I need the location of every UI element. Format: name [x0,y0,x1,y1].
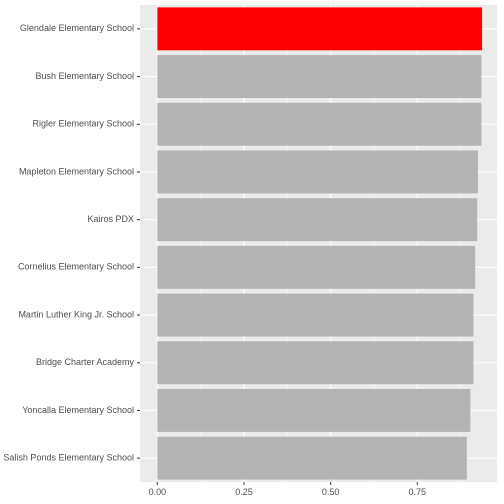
x-tick-label: 0.75 [409,487,427,497]
x-tick-label: 0.25 [235,487,253,497]
bar [157,7,483,51]
y-tick-label: Kairos PDX [87,214,134,224]
y-tick-label: Bush Elementary School [35,71,134,81]
y-tick-label: Salish Ponds Elementary School [3,453,134,463]
bars [157,7,483,480]
y-axis: Glendale Elementary School Bush Elementar… [3,23,140,463]
y-tick-label: Rigler Elementary School [32,119,134,129]
bar [157,436,467,480]
x-tick-label: 0.50 [322,487,340,497]
y-tick-label: Glendale Elementary School [20,23,134,33]
y-tick-label: Cornelius Elementary School [18,262,134,272]
bar [157,341,474,385]
bar [157,150,478,194]
y-tick-label: Martin Luther King Jr. School [18,309,134,319]
y-tick-label: Yoncalla Elementary School [22,405,134,415]
bar [157,198,478,242]
bar [157,388,471,432]
bar [157,102,482,146]
bar [157,245,476,289]
y-tick-label: Bridge Charter Academy [36,357,135,367]
x-axis: 0.00 0.25 0.50 0.75 [149,482,426,497]
bar [157,293,474,337]
bar [157,55,482,99]
y-tick-label: Mapleton Elementary School [19,166,134,176]
x-tick-label: 0.00 [149,487,167,497]
